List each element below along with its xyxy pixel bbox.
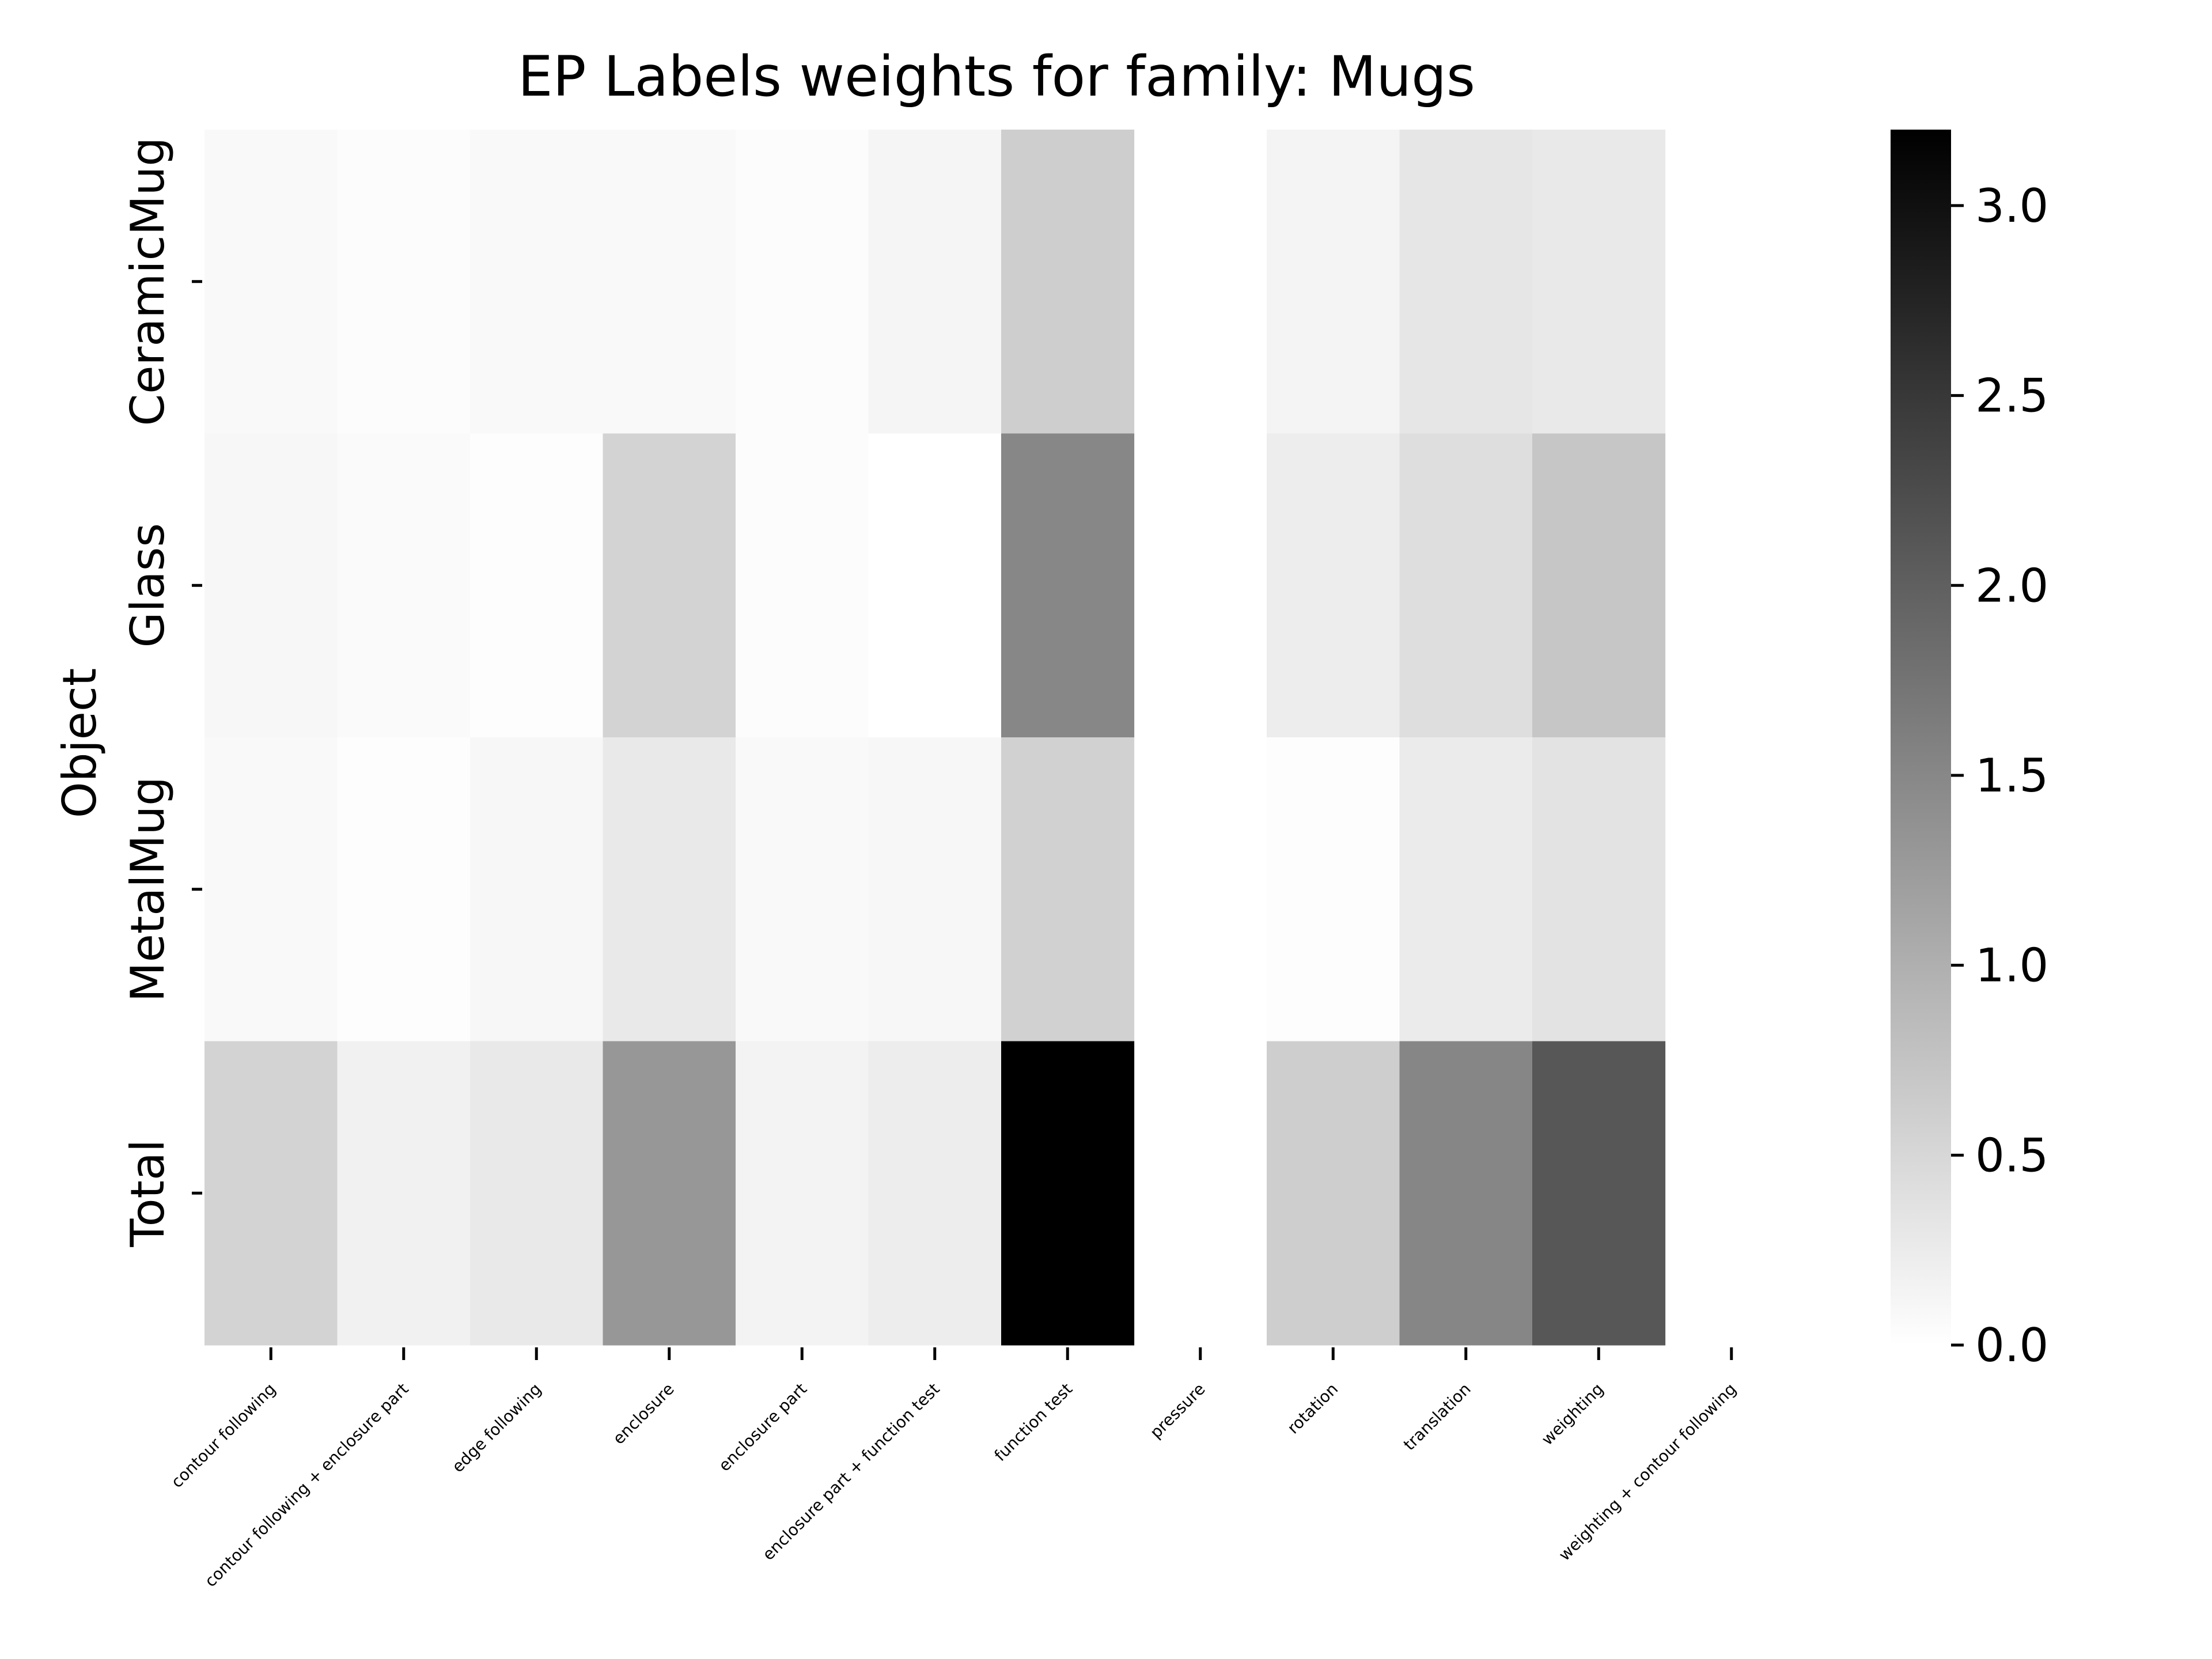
heatmap-cell bbox=[337, 1041, 471, 1346]
heatmap-cell bbox=[1399, 737, 1533, 1042]
colorbar-tick-label: 0.0 bbox=[1975, 1319, 2048, 1372]
row-label: CeramicMug bbox=[121, 137, 175, 426]
row-label: Total bbox=[121, 1139, 175, 1248]
column-label: pressure bbox=[1146, 1380, 1209, 1442]
chart-title: EP Labels weights for family: Mugs bbox=[518, 44, 1475, 109]
heatmap-cell bbox=[736, 737, 869, 1042]
heatmap-cell bbox=[1267, 130, 1400, 434]
column-label: translation bbox=[1400, 1380, 1475, 1455]
row-labels: CeramicMug Glass MetalMug Total bbox=[121, 137, 202, 1248]
colorbar: 0.0 0.5 1.0 1.5 2.0 2.5 3.0 bbox=[1891, 130, 2048, 1372]
heatmap-cell bbox=[337, 737, 471, 1042]
colorbar-tick-label: 2.5 bbox=[1975, 369, 2048, 423]
heatmap-cell bbox=[1001, 737, 1135, 1042]
heatmap-cell bbox=[1267, 1041, 1400, 1346]
column-label: function test bbox=[991, 1380, 1077, 1465]
heatmap-cell bbox=[868, 1041, 1002, 1346]
colorbar-tick-label: 0.5 bbox=[1975, 1128, 2048, 1182]
heatmap-cell bbox=[736, 130, 869, 434]
heatmap-cell bbox=[736, 1041, 869, 1346]
heatmap-cell bbox=[603, 433, 736, 738]
column-label: weighting bbox=[1537, 1380, 1607, 1449]
heatmap-cell bbox=[868, 737, 1002, 1042]
y-axis-label: Object bbox=[53, 668, 107, 819]
heatmap-cell bbox=[1532, 130, 1666, 434]
colorbar-tick-label: 2.0 bbox=[1975, 559, 2048, 612]
heatmap-cell bbox=[603, 130, 736, 434]
column-label: enclosure bbox=[609, 1380, 677, 1448]
column-label: contour following bbox=[167, 1380, 279, 1492]
heatmap-cell bbox=[337, 433, 471, 738]
heatmap-cell bbox=[204, 737, 338, 1042]
column-label: contour following + enclosure part bbox=[201, 1380, 412, 1591]
colorbar-gradient bbox=[1891, 130, 1951, 1345]
heatmap-cell bbox=[603, 737, 736, 1042]
heatmap-cell bbox=[1399, 1041, 1533, 1346]
row-label: MetalMug bbox=[121, 777, 175, 1002]
heatmap-cell bbox=[603, 1041, 736, 1346]
heatmap-cell bbox=[1267, 737, 1400, 1042]
heatmap-cell bbox=[470, 737, 604, 1042]
colorbar-tick-label: 1.5 bbox=[1975, 749, 2048, 802]
heatmap-cell bbox=[204, 130, 338, 434]
colorbar-tick-label: 3.0 bbox=[1975, 179, 2048, 233]
heatmap-cell bbox=[1001, 1041, 1135, 1346]
heatmap-cell bbox=[204, 1041, 338, 1346]
heatmap-cells bbox=[204, 130, 1666, 1346]
column-label: enclosure part bbox=[715, 1380, 810, 1475]
column-label: edge following bbox=[448, 1380, 545, 1476]
heatmap-cell bbox=[1532, 433, 1666, 738]
heatmap-cell bbox=[1532, 1041, 1666, 1346]
heatmap-cell bbox=[1532, 737, 1666, 1042]
heatmap-cell bbox=[470, 1041, 604, 1346]
row-label: Glass bbox=[121, 523, 175, 648]
heatmap-cell bbox=[470, 130, 604, 434]
heatmap-cell bbox=[1399, 130, 1533, 434]
heatmap-cell bbox=[1267, 433, 1400, 738]
colorbar-tick-label: 1.0 bbox=[1975, 939, 2048, 993]
heatmap-cell bbox=[470, 433, 604, 738]
heatmap-cell bbox=[868, 130, 1002, 434]
heatmap-cell bbox=[736, 433, 869, 738]
heatmap-cell bbox=[1399, 433, 1533, 738]
heatmap-cell bbox=[1001, 130, 1135, 434]
heatmap-cell bbox=[1001, 433, 1135, 738]
heatmap-cell bbox=[337, 130, 471, 434]
heatmap-cell bbox=[204, 433, 338, 738]
heatmap-cell bbox=[868, 433, 1002, 738]
column-label: rotation bbox=[1283, 1380, 1342, 1438]
